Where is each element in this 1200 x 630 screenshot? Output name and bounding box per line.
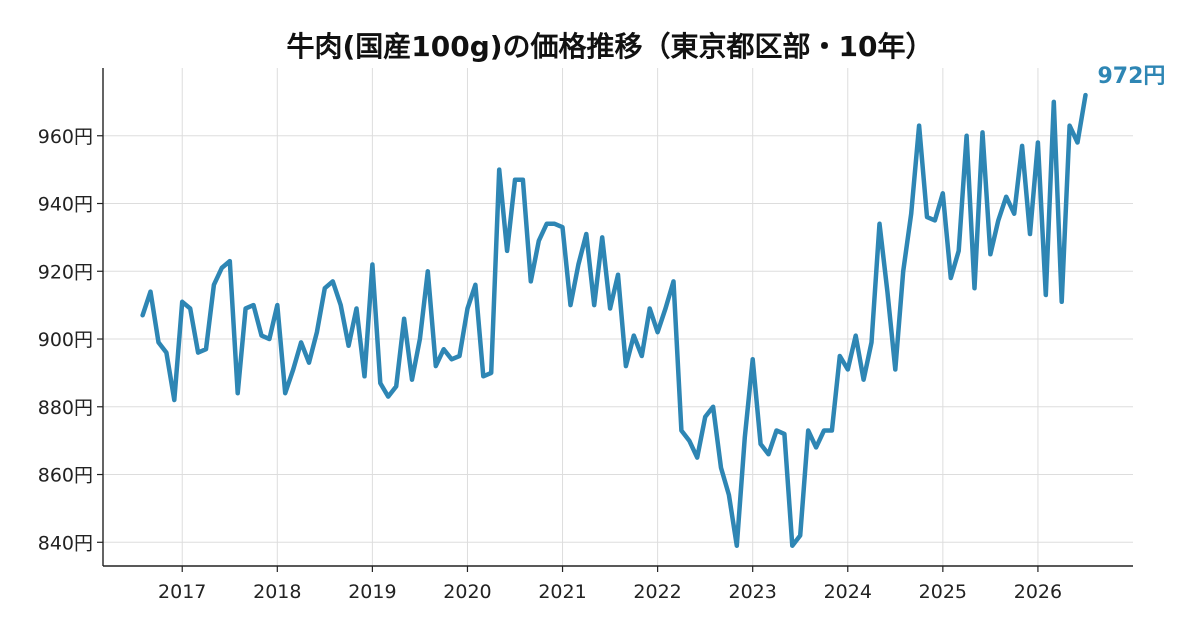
x-tick-label: 2026 [1014,581,1062,603]
annotation-layer: 972円 [1097,64,1165,89]
x-tick-label: 2023 [729,581,777,603]
x-tick-label: 2018 [253,581,301,603]
last-value-label: 972円 [1097,64,1165,89]
axes-layer: 840円 860円 880円 900円 920円 940円 960円 2017 2018 2019… [38,68,1133,603]
y-tick-label: 940円 [38,194,93,216]
y-tick-label: 900円 [38,329,93,351]
y-tick-label: 860円 [38,465,93,487]
series-layer [140,92,1088,548]
y-tick-label: 840円 [38,532,93,554]
y-tick-label: 960円 [38,126,93,148]
x-tick-label: 2025 [919,581,967,603]
series-line [140,92,1088,548]
grid-layer [103,68,1133,566]
x-tick-label: 2021 [538,581,586,603]
y-tick-label: 920円 [38,261,93,283]
chart-title: 牛肉(国産100g)の価格推移（東京都区部・10年） [286,30,933,63]
y-tick-label: 880円 [38,397,93,419]
x-tick-label: 2024 [824,581,872,603]
x-tick-label: 2019 [348,581,396,603]
x-tick-label: 2022 [633,581,681,603]
x-tick-label: 2017 [158,581,206,603]
x-tick-label: 2020 [443,581,491,603]
